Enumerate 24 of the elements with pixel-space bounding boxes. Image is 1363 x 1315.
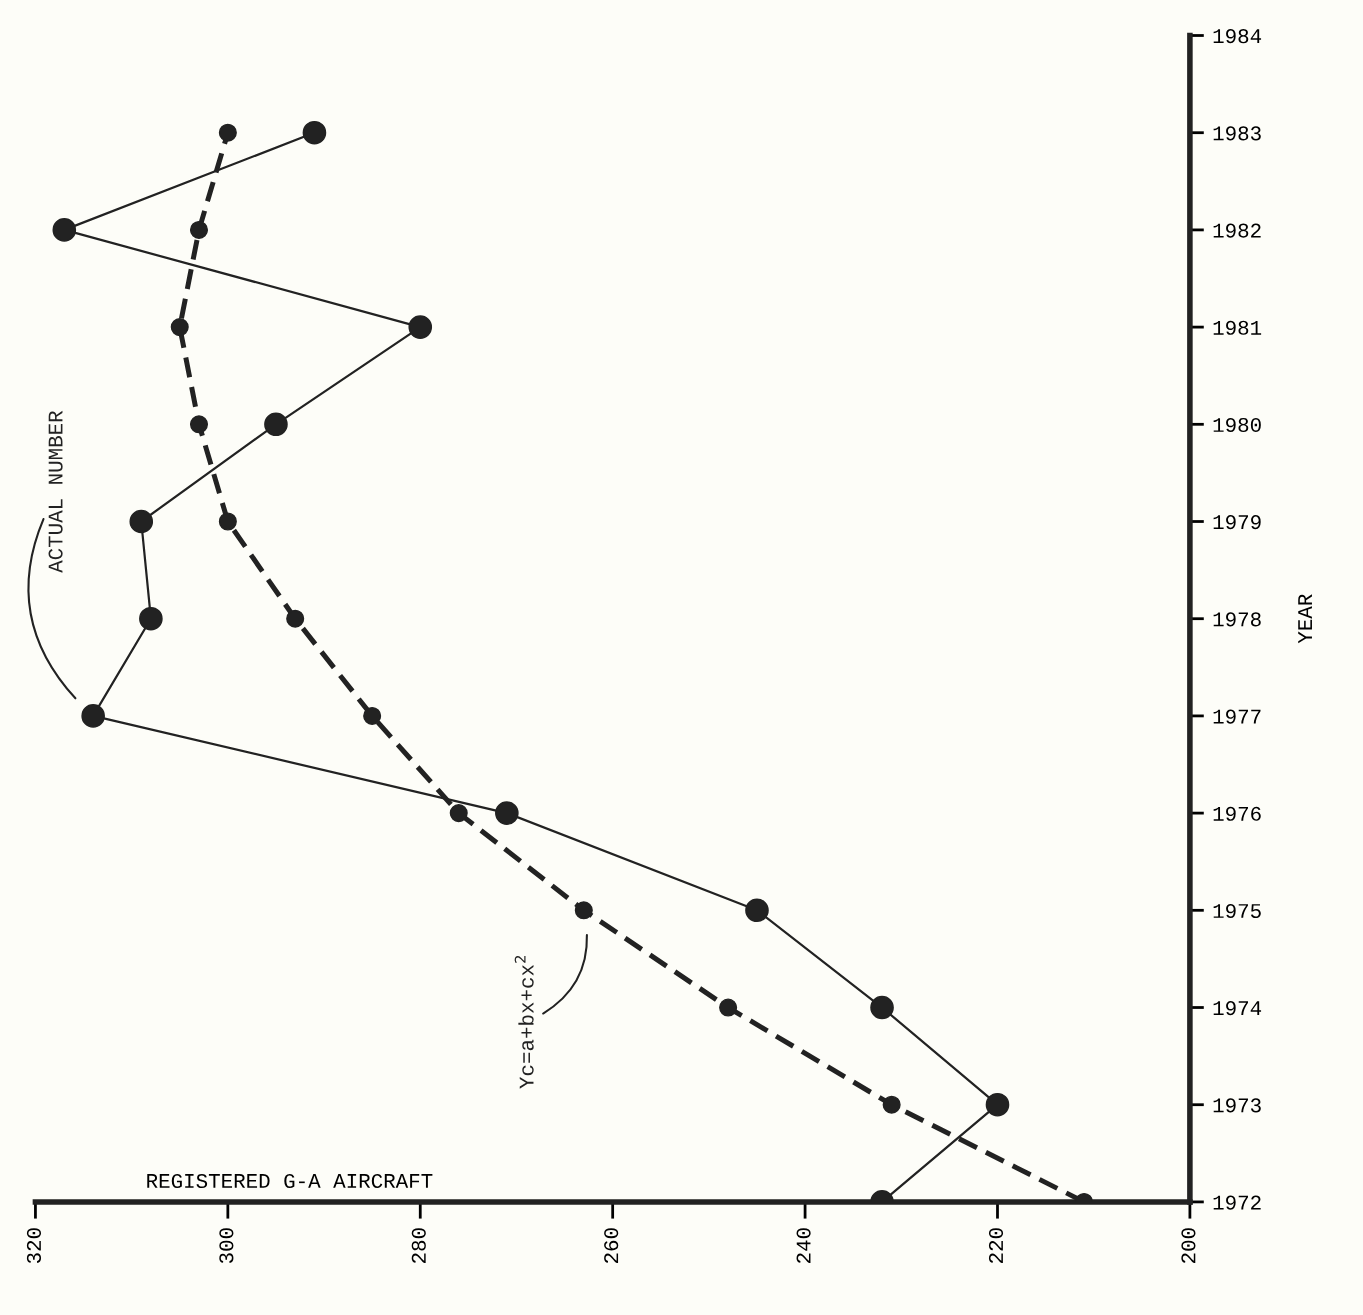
x-tick-label: 220 bbox=[988, 1228, 1004, 1263]
text: ACTUAL NUMBER bbox=[48, 410, 63, 573]
y-tick-label: 1977 bbox=[1213, 709, 1261, 724]
text: Yc=a+bx+cx$^{2}$ bbox=[514, 955, 534, 1089]
y-tick-label: 1973 bbox=[1213, 1098, 1261, 1113]
y-tick-label: 1983 bbox=[1213, 126, 1261, 141]
y-tick-label: 1978 bbox=[1213, 612, 1261, 627]
x-tick-label: 200 bbox=[1181, 1228, 1196, 1263]
y-tick-label: 1979 bbox=[1213, 515, 1261, 530]
y-tick-label: 1975 bbox=[1213, 903, 1261, 919]
y-axis-title: YEAR bbox=[1298, 594, 1312, 644]
x-tick-label: 280 bbox=[411, 1228, 426, 1263]
y-tick-label: 1974 bbox=[1213, 1001, 1262, 1016]
x-tick-label: 300 bbox=[219, 1228, 234, 1264]
y-tick-label: 1976 bbox=[1213, 806, 1261, 821]
x-tick-label: 240 bbox=[796, 1228, 811, 1263]
y-tick-label: 1980 bbox=[1213, 417, 1261, 433]
x-axis-title: REGISTERED G-A AIRCRAFT bbox=[147, 1173, 433, 1189]
x-tick-label: 260 bbox=[604, 1228, 619, 1263]
y-tick-label: 1984 bbox=[1213, 29, 1262, 44]
x-tick-label: 320 bbox=[26, 1228, 42, 1264]
y-tick-label: 1972 bbox=[1213, 1195, 1261, 1210]
y-tick-label: 1981 bbox=[1213, 320, 1262, 335]
y-tick-label: 1982 bbox=[1213, 223, 1261, 238]
